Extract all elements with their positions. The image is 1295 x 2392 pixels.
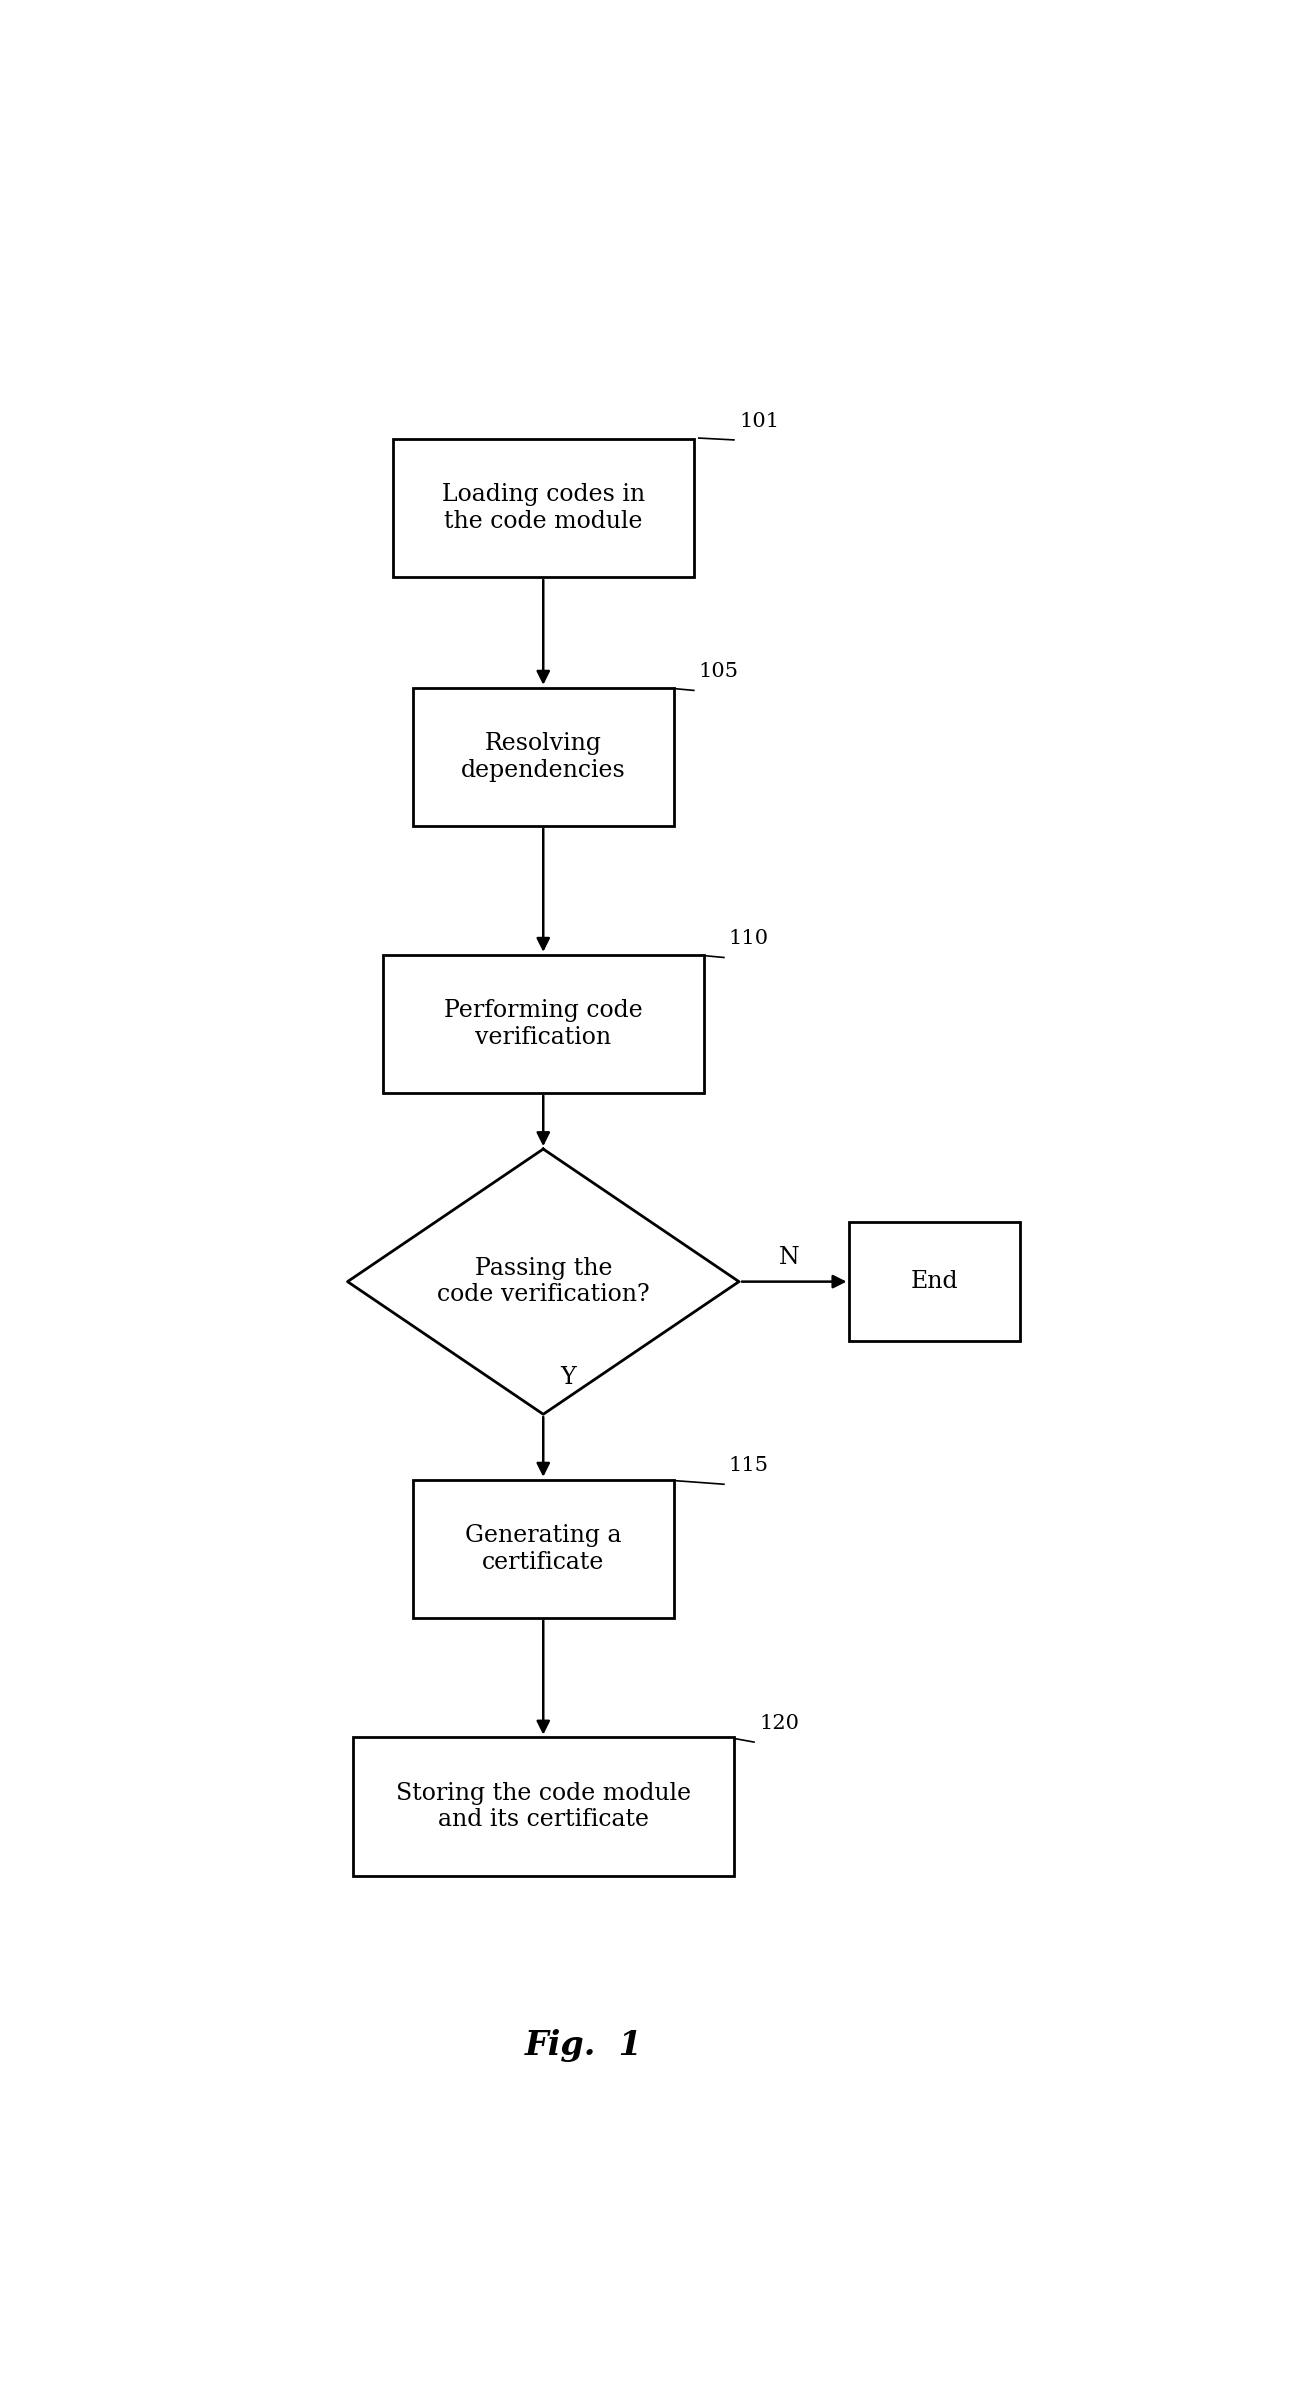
Text: Generating a
certificate: Generating a certificate — [465, 1524, 622, 1574]
Text: 110: 110 — [729, 928, 769, 947]
FancyBboxPatch shape — [383, 954, 704, 1093]
Text: Storing the code module
and its certificate: Storing the code module and its certific… — [396, 1782, 690, 1832]
Text: 101: 101 — [739, 411, 780, 431]
FancyBboxPatch shape — [352, 1737, 734, 1875]
Text: End: End — [910, 1270, 958, 1294]
Text: Loading codes in
the code module: Loading codes in the code module — [442, 483, 645, 533]
FancyBboxPatch shape — [413, 687, 673, 825]
Text: 105: 105 — [699, 663, 739, 682]
Text: Performing code
verification: Performing code verification — [444, 1000, 642, 1048]
Text: Fig.  1: Fig. 1 — [524, 2028, 642, 2062]
FancyBboxPatch shape — [850, 1222, 1020, 1342]
Text: Y: Y — [561, 1366, 576, 1390]
Text: N: N — [778, 1246, 799, 1270]
Text: 115: 115 — [729, 1457, 769, 1476]
FancyBboxPatch shape — [413, 1481, 673, 1617]
Text: Passing the
code verification?: Passing the code verification? — [436, 1256, 650, 1306]
FancyBboxPatch shape — [392, 440, 694, 576]
Text: 120: 120 — [759, 1715, 799, 1732]
Text: Resolving
dependencies: Resolving dependencies — [461, 732, 625, 782]
